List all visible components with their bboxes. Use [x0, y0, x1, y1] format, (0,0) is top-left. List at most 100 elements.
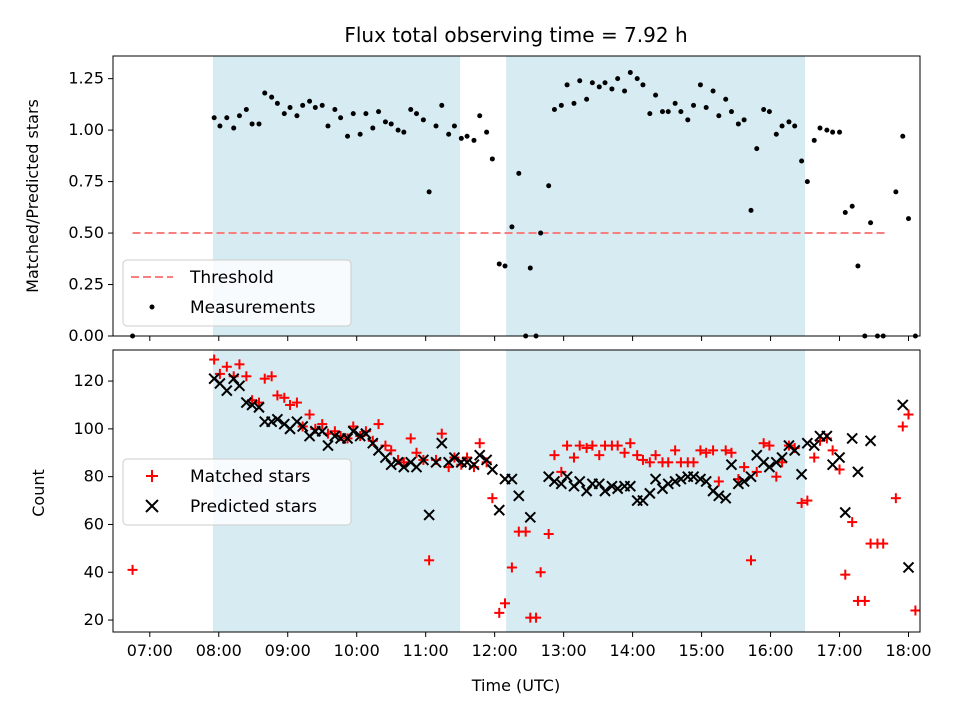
measurement-point [842, 209, 848, 215]
predicted-point [265, 415, 278, 428]
matched-point [802, 495, 813, 506]
measurement-point [345, 133, 351, 139]
predicted-point [801, 437, 814, 449]
measurement-point [538, 230, 544, 236]
measurement-point [363, 111, 369, 117]
measurement-point [577, 78, 583, 84]
measurement-point [269, 94, 275, 100]
measurement-point [697, 82, 703, 88]
matched-point [543, 529, 554, 540]
measurement-point [691, 102, 697, 108]
measurement-point [477, 113, 483, 119]
measurement-point [602, 80, 608, 86]
measurement-point [728, 109, 734, 115]
measurement-point [571, 100, 577, 106]
legend-predicted-swatch [145, 499, 159, 513]
predicted-point [700, 475, 712, 488]
measurement-point [307, 98, 313, 104]
measurement-point [274, 100, 280, 106]
x-tick-label: 07:00 [127, 641, 173, 660]
measurement-point [496, 261, 502, 267]
predicted-point [354, 430, 366, 442]
matched-point [713, 476, 724, 487]
top-y-axis-label: Matched/Predicted stars [23, 99, 42, 293]
matched-point [329, 426, 340, 437]
x-tick-label: 18:00 [885, 641, 931, 660]
measurement-point [502, 263, 508, 269]
measurement-point [558, 102, 564, 108]
observing-windows [213, 56, 806, 336]
measurement-point [634, 76, 640, 82]
x-tick-label: 16:00 [748, 641, 794, 660]
measurement-point [564, 82, 570, 88]
y-tick-label: 20 [84, 610, 104, 629]
predicted-point [675, 473, 687, 485]
measurement-point [900, 133, 906, 139]
measurement-point [672, 100, 678, 106]
bottom-y-axis-label: Count [29, 469, 48, 517]
measurement-point [855, 263, 861, 269]
matched-point [531, 612, 542, 623]
predicted-point [713, 490, 725, 502]
measurement-point [622, 88, 628, 94]
matched-point [266, 371, 277, 382]
matched-point [637, 454, 648, 465]
predicted-point [687, 470, 700, 483]
measurement-point [849, 203, 855, 209]
measurement-point [287, 104, 293, 110]
y-tick-label: 120 [73, 371, 104, 390]
matched-point [474, 438, 485, 449]
measurement-point [741, 117, 747, 123]
matched-point [214, 368, 225, 379]
matched-point [758, 438, 769, 449]
predicted-point [271, 413, 284, 426]
matched-point [910, 605, 921, 616]
bottom-legend-box [122, 458, 352, 526]
matched-point [259, 373, 270, 384]
matched-point [209, 354, 220, 365]
predicted-point [360, 427, 372, 440]
measurement-point [773, 131, 779, 137]
measurement-point [665, 109, 671, 115]
measurement-point [281, 111, 287, 117]
observing-window [506, 56, 806, 336]
measurement-point [300, 102, 306, 108]
measurement-point [446, 131, 452, 137]
measurement-point [451, 123, 457, 129]
matched-point [695, 445, 706, 456]
measurement-point [350, 111, 356, 117]
measurement-points [130, 69, 918, 339]
matched-point [279, 392, 290, 403]
measurement-point [653, 92, 659, 98]
predicted-points [208, 372, 915, 574]
x-tick-label: 11:00 [403, 641, 449, 660]
predicted-point [341, 432, 354, 445]
predicted-point [468, 459, 480, 471]
measurement-point [792, 123, 798, 129]
bottom-y-ticks: 20 40 60 80 100 120 [73, 371, 113, 629]
measurement-point [319, 102, 325, 108]
predicted-point [430, 456, 442, 469]
legend-matched-label: Matched stars [190, 467, 310, 487]
matched-point [625, 438, 636, 449]
measurement-point [433, 123, 439, 129]
legend-predicted-label: Predicted stars [190, 497, 317, 517]
x-tick-label: 17:00 [816, 641, 862, 660]
measurement-point [766, 109, 772, 115]
predicted-point [580, 485, 593, 497]
matched-point [847, 517, 858, 528]
x-tick-label: 10:00 [334, 641, 380, 660]
matched-point [701, 447, 712, 458]
matched-point [127, 564, 138, 575]
measurement-point [678, 109, 684, 115]
matched-point [708, 445, 719, 456]
top-legend: Threshold Measurements [122, 259, 352, 327]
matched-point [291, 397, 302, 408]
matched-point [890, 493, 901, 504]
matched-point [777, 457, 788, 468]
measurement-point [236, 113, 242, 119]
measurement-point [786, 119, 792, 125]
measurement-point [735, 121, 741, 127]
bottom-x-ticks: 07:00 08:00 09:00 10:00 11:00 12:00 13:00 14:00… [127, 632, 932, 660]
